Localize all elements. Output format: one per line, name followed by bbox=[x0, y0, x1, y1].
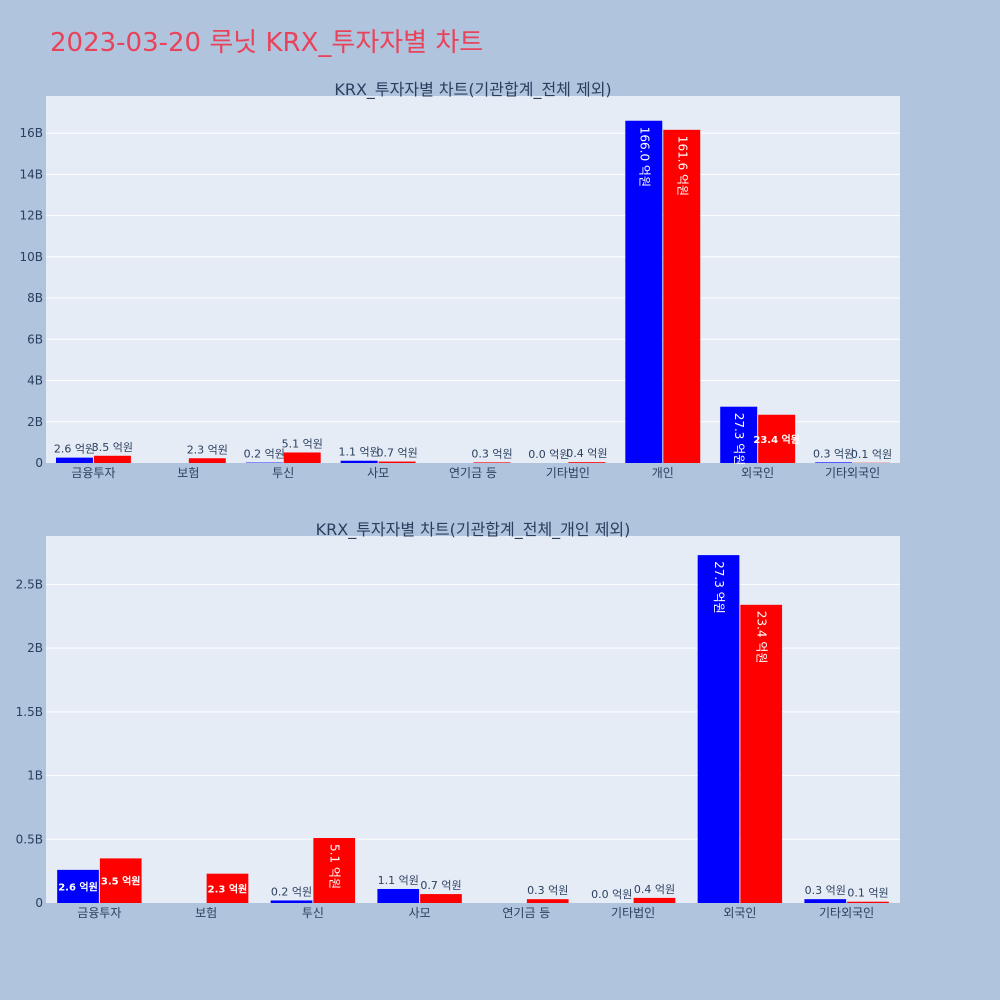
bar bbox=[378, 461, 416, 463]
data-label: 3.5 억원 bbox=[101, 875, 141, 888]
data-label: 166.0 억원 bbox=[637, 127, 651, 187]
data-label: 0.0 억원 bbox=[591, 888, 632, 901]
bar bbox=[815, 462, 853, 463]
bar bbox=[283, 452, 321, 463]
x-tick-label: 투신 bbox=[272, 466, 294, 480]
y-tick-label: 1B bbox=[27, 769, 43, 783]
data-label: 1.1 억원 bbox=[339, 446, 380, 459]
x-tick-label: 사모 bbox=[409, 906, 431, 920]
data-label: 0.7 억원 bbox=[420, 879, 461, 892]
data-label: 23.4 억원 bbox=[753, 433, 800, 446]
bar bbox=[720, 406, 758, 463]
y-tick-label: 0.5B bbox=[16, 832, 43, 846]
x-tick-label: 금융투자 bbox=[77, 906, 121, 920]
data-label: 3.5 억원 bbox=[92, 441, 133, 454]
data-label: 2.6 억원 bbox=[58, 880, 98, 893]
y-tick-label: 8B bbox=[27, 291, 43, 305]
bar bbox=[99, 858, 142, 903]
y-tick-label: 6B bbox=[27, 332, 43, 346]
data-label: 0.4 억원 bbox=[634, 883, 675, 896]
bar bbox=[93, 455, 131, 463]
data-label: 0.1 억원 bbox=[847, 887, 888, 900]
bar bbox=[188, 458, 226, 463]
bar bbox=[758, 414, 796, 463]
bar bbox=[633, 897, 676, 903]
data-label: 0.7 억원 bbox=[376, 447, 417, 460]
chart-title: KRX_투자자별 차트(기관합계_전체_개인 제외) bbox=[316, 520, 631, 540]
chart-2: 0 0.5B 1B 1.5B 2B 2.5B KRX_투자자별 차트(기관합계_전체_개인 … bbox=[16, 520, 900, 920]
bar bbox=[420, 894, 462, 903]
y-tick-label: 12B bbox=[19, 209, 43, 223]
bar bbox=[526, 899, 569, 903]
y-tick-label: 0 bbox=[35, 896, 43, 910]
x-tick-label: 보험 bbox=[195, 906, 217, 920]
y-tick-label: 2.5B bbox=[16, 577, 43, 591]
x-tick-label: 외국인 bbox=[723, 906, 756, 920]
x-tick-label: 사모 bbox=[367, 466, 389, 480]
data-label: 27.3 억원 bbox=[712, 561, 726, 614]
x-tick-label: 기타법인 bbox=[611, 906, 655, 920]
page-title: 2023-03-20 루닛 KRX_투자자별 차트 bbox=[50, 28, 484, 58]
y-tick-label: 1.5B bbox=[16, 705, 43, 719]
x-tick-label: 연기금 등 bbox=[502, 906, 550, 920]
x-tick-label: 연기금 등 bbox=[449, 466, 497, 480]
bar bbox=[473, 462, 511, 463]
bar bbox=[740, 604, 783, 903]
data-label: 0.2 억원 bbox=[244, 448, 285, 461]
data-label: 2.6 억원 bbox=[54, 443, 95, 456]
x-tick-label: 보험 bbox=[177, 466, 199, 480]
y-tick-label: 2B bbox=[27, 641, 43, 655]
data-label: 0.4 억원 bbox=[566, 447, 607, 460]
y-tick-label: 16B bbox=[19, 126, 43, 140]
x-tick-label: 금융투자 bbox=[71, 466, 115, 480]
bar bbox=[57, 869, 99, 903]
bar bbox=[697, 555, 740, 903]
x-tick-label: 기타법인 bbox=[546, 466, 590, 480]
chart-title: KRX_투자자별 차트(기관합계_전체 제외) bbox=[334, 80, 611, 100]
bar bbox=[377, 888, 420, 903]
x-tick-label: 기타외국인 bbox=[819, 906, 874, 920]
plot-area bbox=[46, 96, 900, 463]
x-tick-label: 투신 bbox=[302, 906, 324, 920]
y-tick-label: 2B bbox=[27, 415, 43, 429]
bar bbox=[625, 120, 663, 463]
data-label: 5.1 억원 bbox=[282, 437, 323, 450]
bar bbox=[340, 460, 378, 463]
data-label: 0.2 억원 bbox=[271, 885, 312, 898]
data-label: 0.3 억원 bbox=[471, 447, 512, 460]
bar bbox=[55, 457, 93, 463]
data-label: 23.4 억원 bbox=[755, 611, 769, 664]
data-label: 0.3 억원 bbox=[527, 884, 568, 897]
data-label: 0.3 억원 bbox=[805, 884, 846, 897]
data-label: 5.1 억원 bbox=[328, 844, 342, 889]
bar bbox=[804, 899, 847, 903]
data-label: 0.0 억원 bbox=[528, 448, 569, 461]
chart-1: 0 2B 4B 6B 8B 10B 12B 14B 16B KRX_투자자별 차트(기관합계_전체… bbox=[19, 80, 900, 480]
data-label: 2.3 억원 bbox=[208, 882, 248, 895]
bar bbox=[568, 462, 606, 463]
y-tick-label: 10B bbox=[19, 250, 43, 264]
bar bbox=[663, 129, 701, 463]
data-label: 0.1 억원 bbox=[851, 448, 892, 461]
x-tick-label: 외국인 bbox=[741, 466, 774, 480]
y-tick-label: 0 bbox=[35, 456, 43, 470]
bar bbox=[206, 873, 249, 903]
bar bbox=[270, 900, 313, 903]
x-tick-label: 기타외국인 bbox=[825, 466, 880, 480]
x-tick-label: 개인 bbox=[652, 466, 674, 480]
data-label: 2.3 억원 bbox=[187, 443, 228, 456]
data-label: 27.3 억원 bbox=[732, 413, 746, 466]
data-label: 161.6 억원 bbox=[675, 136, 689, 196]
bar bbox=[847, 901, 889, 903]
bar bbox=[313, 838, 356, 903]
y-tick-label: 4B bbox=[27, 374, 43, 388]
data-label: 1.1 억원 bbox=[378, 874, 419, 887]
y-tick-label: 14B bbox=[19, 167, 43, 181]
data-label: 0.3 억원 bbox=[813, 447, 854, 460]
